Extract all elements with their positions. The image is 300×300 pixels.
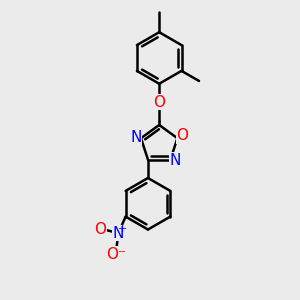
Text: O: O: [153, 95, 165, 110]
Text: O: O: [177, 128, 189, 143]
Text: O: O: [94, 222, 106, 237]
Text: N: N: [130, 130, 142, 145]
Text: O⁻: O⁻: [106, 247, 126, 262]
Text: +: +: [118, 224, 128, 234]
Text: N: N: [170, 153, 181, 168]
Text: N: N: [112, 226, 124, 241]
